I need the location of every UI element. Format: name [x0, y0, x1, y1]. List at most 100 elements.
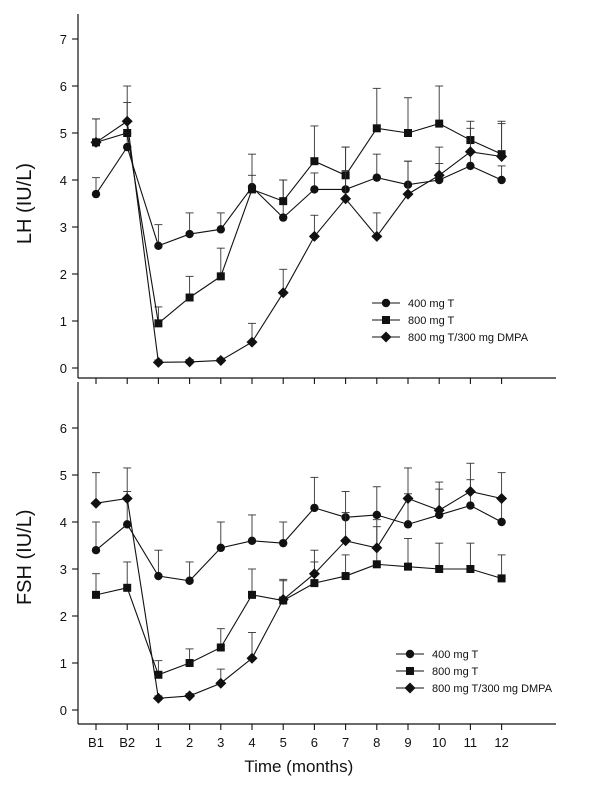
fsh-400-mg-t-point: [279, 538, 288, 548]
fsh-800-mg-t-series: [92, 526, 506, 679]
fsh-y-axis-title: FSH (IU/L): [14, 509, 36, 605]
x-tick-label: B1: [88, 735, 104, 750]
lh-legend-marker: [381, 298, 391, 308]
fsh-800-mg-t-300-mg-dmpa-point: [184, 690, 196, 702]
lh-y-tick-label: 2: [60, 267, 67, 282]
fsh-800-mg-t-300-mg-dmpa-point: [402, 493, 414, 504]
fsh-y-tick-label: 0: [60, 703, 67, 718]
fsh-800-mg-t-point: [466, 565, 475, 573]
lh-400-mg-t-point: [216, 225, 225, 234]
lh-800-mg-t-300-mg-dmpa-point: [464, 146, 476, 158]
lh-800-mg-t-point: [435, 119, 444, 128]
lh-legend: 400 mg T 800 mg T 800 mg T/300 mg DMPA: [372, 298, 529, 344]
fsh-800-mg-t-point: [92, 590, 100, 599]
lh-800-mg-t-line: [95, 123, 502, 325]
lh-800-mg-t-300-mg-dmpa-point: [433, 169, 445, 181]
fsh-800-mg-t-300-mg-dmpa-point: [215, 677, 227, 689]
fsh-400-mg-t-line: [95, 504, 502, 582]
fsh-legend: 400 mg T 800 mg T 800 mg T/300 mg DMPA: [396, 649, 553, 695]
fsh-800-mg-t-300-mg-dmpa-point: [340, 535, 352, 547]
fsh-800-mg-t-point: [154, 670, 163, 679]
fsh-800-mg-t-point: [216, 643, 225, 652]
lh-chart-panel: 0 1 2 3 4 5 6 7 LH (IU/L) 400 mg T 800 mg T 800 mg …: [14, 14, 556, 384]
lh-legend-label: 400 mg T: [408, 298, 455, 310]
lh-800-mg-t-300-mg-dmpa-point: [90, 136, 102, 148]
lh-400-mg-t-point: [466, 161, 475, 171]
fsh-legend-marker: [405, 649, 415, 659]
fsh-800-mg-t-300-mg-dmpa-point: [152, 692, 164, 704]
fsh-800-mg-t-300-mg-dmpa-line: [95, 490, 502, 699]
x-tick-label: 4: [248, 735, 255, 750]
x-tick-label: B2: [119, 735, 135, 750]
lh-400-mg-t-point: [497, 175, 506, 185]
fsh-800-mg-t-300-mg-dmpa-point: [246, 652, 258, 664]
x-tick-label: 6: [311, 735, 318, 750]
lh-800-mg-t-300-mg-dmpa-point: [215, 354, 227, 366]
fsh-800-mg-t-point: [372, 560, 381, 569]
x-tick-label: 12: [494, 735, 508, 750]
lh-800-mg-t-300-mg-dmpa-point: [184, 356, 196, 368]
fsh-legend-label: 400 mg T: [432, 649, 479, 661]
lh-y-tick-label: 4: [60, 173, 67, 188]
lh-400-mg-t-series: [91, 132, 506, 250]
fsh-400-mg-t-point: [372, 510, 381, 520]
fsh-legend-marker: [404, 682, 416, 694]
lh-legend-label: 800 mg T: [408, 315, 455, 327]
fsh-y-tick-label: 2: [60, 609, 67, 624]
fsh-400-mg-t-point: [497, 517, 506, 527]
lh-legend-marker: [380, 331, 392, 343]
lh-y-tick-label: 0: [60, 361, 67, 376]
fsh-y-tick-label: 3: [60, 562, 67, 577]
fsh-800-mg-t-300-mg-dmpa-point: [308, 568, 320, 580]
lh-y-tick-label: 5: [60, 126, 67, 141]
lh-800-mg-t-300-mg-dmpa-point: [121, 115, 133, 127]
lh-400-mg-t-point: [91, 189, 101, 199]
lh-legend-label: 800 mg T/300 mg DMPA: [408, 332, 529, 344]
fsh-y-tick-label: 1: [60, 656, 67, 671]
lh-800-mg-t-300-mg-dmpa-point: [402, 188, 414, 200]
fsh-800-mg-t-point: [404, 562, 412, 571]
x-tick-label: 10: [432, 735, 446, 750]
fsh-800-mg-t-300-mg-dmpa-point: [464, 485, 476, 497]
fsh-400-mg-t-point: [216, 543, 225, 553]
x-tick-label: 9: [404, 735, 411, 750]
fsh-800-mg-t-point: [248, 590, 256, 599]
lh-legend-marker: [382, 316, 390, 324]
lh-400-mg-t-point: [372, 173, 381, 182]
lh-y-tick-label: 3: [60, 220, 67, 235]
lh-800-mg-t-300-mg-dmpa-point: [308, 230, 320, 242]
lh-y-tick-label: 1: [60, 314, 67, 329]
fsh-800-mg-t-line: [95, 563, 502, 676]
lh-800-mg-t-point: [279, 197, 288, 206]
lh-800-mg-t-300-mg-dmpa-series: [90, 85, 508, 368]
fsh-800-mg-t-point: [435, 565, 444, 573]
fsh-800-mg-t-300-mg-dmpa-point: [496, 493, 508, 504]
fsh-800-mg-t-point: [123, 583, 132, 592]
fsh-800-mg-t-300-mg-dmpa-point: [90, 497, 102, 509]
lh-800-mg-t-point: [216, 272, 225, 281]
lh-800-mg-t-series: [92, 85, 506, 328]
fsh-legend-label: 800 mg T: [432, 666, 479, 678]
fsh-400-mg-t-point: [310, 503, 319, 513]
fsh-800-mg-t-point: [185, 659, 194, 667]
lh-800-mg-t-300-mg-dmpa-point: [246, 336, 258, 348]
x-tick-label: 11: [464, 735, 478, 750]
lh-400-mg-t-point: [310, 185, 319, 194]
lh-400-mg-t-line: [95, 145, 502, 247]
lh-800-mg-t-300-mg-dmpa-point: [277, 287, 289, 299]
fsh-800-mg-t-point: [341, 572, 350, 581]
lh-800-mg-t-point: [185, 293, 194, 302]
lh-800-mg-t-point: [310, 157, 319, 166]
fsh-800-mg-t-300-mg-dmpa-point: [277, 594, 289, 606]
lh-800-mg-t-300-mg-dmpa-point: [340, 193, 352, 205]
lh-800-mg-t-point: [248, 185, 256, 194]
fsh-y-tick-label: 4: [60, 515, 67, 530]
lh-y-tick-label: 6: [60, 79, 67, 94]
x-tick-label: 1: [155, 735, 162, 750]
x-tick-label: 5: [280, 735, 287, 750]
lh-800-mg-t-point: [372, 124, 381, 133]
lh-800-mg-t-point: [404, 129, 412, 137]
fsh-400-mg-t-point: [466, 501, 475, 510]
